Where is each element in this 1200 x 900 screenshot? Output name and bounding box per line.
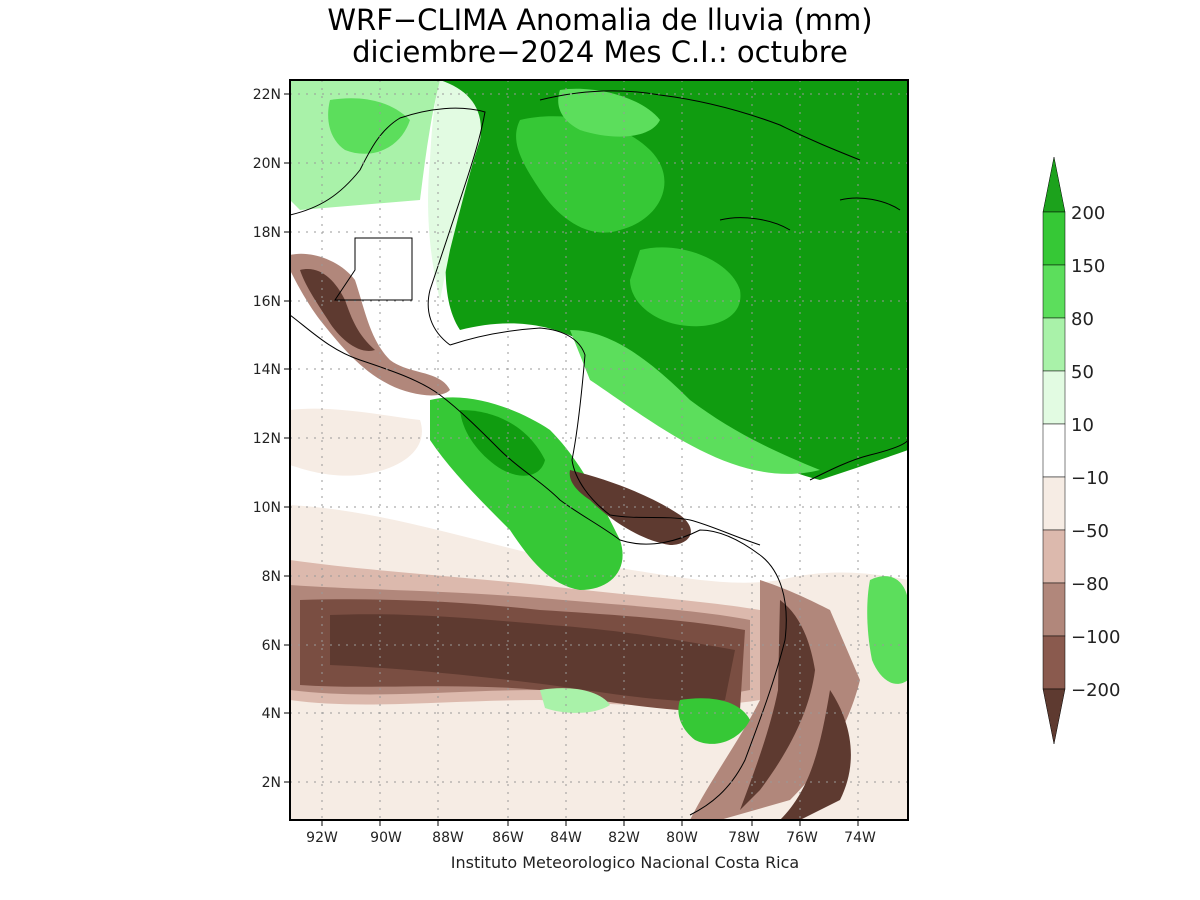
dry-pacific-faint [290,408,422,476]
dry-zone-extreme [330,614,735,702]
lon-label: 84W [550,830,582,846]
wet-patch-south [678,698,750,744]
lon-label: 74W [844,830,876,846]
legend-label: 50 [1071,362,1094,383]
lat-label: 6N [262,638,281,654]
legend-swatch [1042,211,1066,266]
lat-label: 16N [253,294,281,310]
lon-label: 92W [306,830,338,846]
coast-jamaica [719,217,791,231]
lat-label: 10N [253,500,281,516]
coast-cuba [539,90,861,161]
dry-core-guatemala [300,269,375,351]
legend-swatch [1042,423,1066,478]
legend-arrow-top [1042,156,1066,213]
latitude-labels: 22N 20N 18N 16N 14N 12N 10N 8N 6N 4N 2N [253,87,281,791]
legend-swatch [1042,264,1066,319]
anomaly-field [290,80,908,820]
lat-label: 22N [253,87,281,103]
lon-label: 88W [432,830,464,846]
wet-patch-1 [516,116,665,233]
wet-patch-3 [558,88,660,137]
border-guatemala [334,237,413,301]
lon-label: 82W [608,830,640,846]
wet-core-nicaragua [460,410,545,476]
legend-label: 150 [1071,256,1105,277]
legend-label: −200 [1071,680,1120,701]
longitude-labels: 92W 90W 88W 86W 84W 82W 80W 78W 76W 74W [306,830,876,846]
lat-label: 8N [262,569,281,585]
plot-frame [289,79,909,821]
legend-label: 200 [1071,203,1105,224]
lat-label: 14N [253,362,281,378]
legend-colorbar: 200 150 80 50 10 −10 −50 −80 −100 −200 [1042,156,1120,745]
lon-label: 76W [786,830,818,846]
coast-yucatan [290,107,486,346]
lon-label: 80W [666,830,698,846]
legend-label: 10 [1071,415,1094,436]
lat-label: 18N [253,225,281,241]
legend-swatch [1042,635,1066,690]
legend-swatch [1042,370,1066,425]
legend-swatch [1042,476,1066,531]
coast-pacific [290,314,761,556]
coast-venezuela [809,439,908,481]
legend-swatch [1042,582,1066,637]
legend-label: 80 [1071,309,1094,330]
wet-patch-south-2 [540,688,610,713]
wet-patch-yucatan [328,98,410,154]
dry-streak-colombia [740,600,815,810]
legend-label: −50 [1071,521,1109,542]
lat-label: 20N [253,156,281,172]
lon-label: 90W [370,830,402,846]
lon-label: 78W [728,830,760,846]
wet-band-honduras [570,330,820,474]
lat-label: 4N [262,706,281,722]
credit-text: Instituto Meteorologico Nacional Costa R… [450,853,800,872]
legend-arrow-bottom [1042,688,1066,745]
lon-label: 86W [492,830,524,846]
tick-marks [284,93,859,826]
wet-yucatan-faint [428,80,481,300]
coastlines [290,90,908,816]
map-title: WRF−CLIMA Anomalia de lluvia (mm) [327,3,873,37]
legend-label: −10 [1071,468,1109,489]
gridlines [290,80,908,820]
coast-caribbean [449,327,761,546]
lat-label: 12N [253,431,281,447]
legend-swatch [1042,317,1066,372]
wet-patch-2 [630,247,741,327]
coast-colombia [689,554,787,816]
legend-swatch [1042,529,1066,584]
dry-streak-east [780,690,851,820]
dry-streak-panama [569,470,691,545]
map-subtitle: diciembre−2024 Mes C.I.: octubre [352,35,848,69]
wet-patch-east [867,576,908,684]
legend-label: −100 [1071,627,1120,648]
coast-hispaniola [839,197,901,211]
legend-label: −80 [1071,574,1109,595]
lat-label: 2N [262,775,281,791]
